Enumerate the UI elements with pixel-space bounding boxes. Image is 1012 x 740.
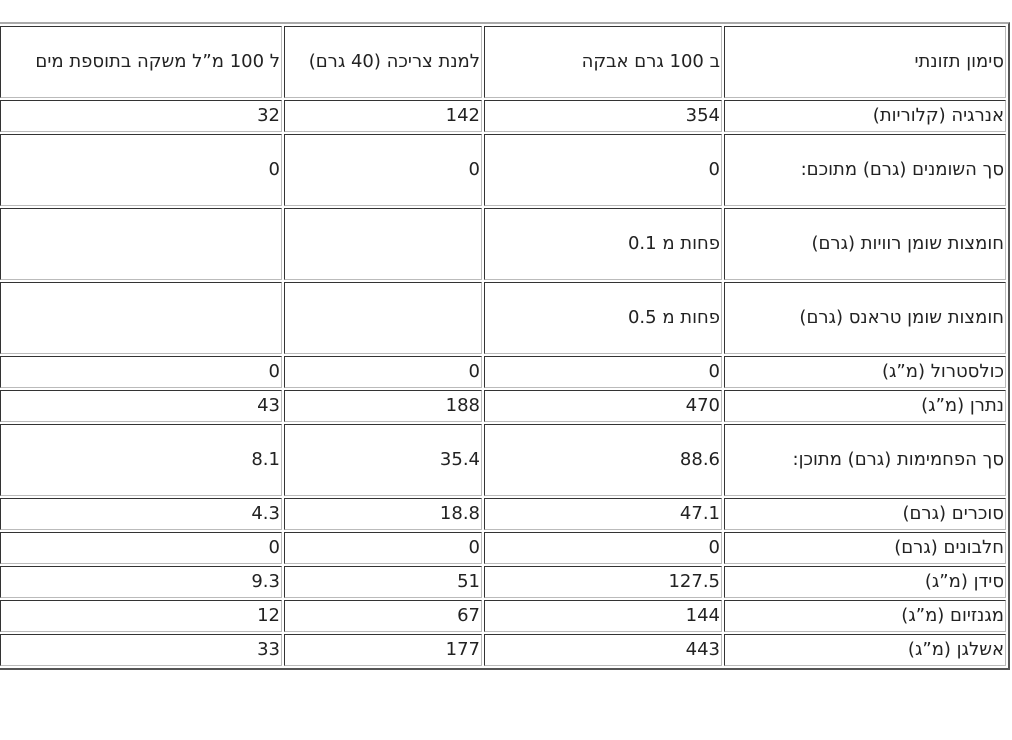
table-row: כולסטרול (מ”ג) 0 0 0 — [0, 356, 1006, 388]
value-cell: 47.1 — [484, 498, 722, 530]
table-body: אנרגיה (קלוריות) 354 142 32 סך השומנים (גרם)… — [0, 100, 1006, 666]
value-cell: 8.1 — [0, 424, 282, 496]
value-cell: פחות מ 0.5 — [484, 282, 722, 354]
value-cell: 0 — [484, 532, 722, 564]
value-cell: 443 — [484, 634, 722, 666]
header-cell: למנת צריכה (40 גרם) — [284, 26, 482, 98]
table-row: סך הפחמימות (גרם) מתוכן: 88.6 35.4 8.1 — [0, 424, 1006, 496]
table-row: סידן (מ”ג) 127.5 51 9.3 — [0, 566, 1006, 598]
row-label: סידן (מ”ג) — [724, 566, 1006, 598]
header-cell: ב 100 גרם אבקה — [484, 26, 722, 98]
table-row: חלבונים (גרם) 0 0 0 — [0, 532, 1006, 564]
value-cell: 67 — [284, 600, 482, 632]
header-cell: סימון תזונתי — [724, 26, 1006, 98]
value-cell: 32 — [0, 100, 282, 132]
table-row: סוכרים (גרם) 47.1 18.8 4.3 — [0, 498, 1006, 530]
table-row: סך השומנים (גרם) מתוכם: 0 0 0 — [0, 134, 1006, 206]
value-cell — [284, 208, 482, 280]
value-cell: 0 — [284, 356, 482, 388]
table-row: נתרן (מ”ג) 470 188 43 — [0, 390, 1006, 422]
value-cell: 127.5 — [484, 566, 722, 598]
row-label: סך השומנים (גרם) מתוכם: — [724, 134, 1006, 206]
header-row: סימון תזונתי ב 100 גרם אבקה למנת צריכה (40… — [0, 26, 1006, 98]
value-cell: 35.4 — [284, 424, 482, 496]
value-cell: 0 — [0, 532, 282, 564]
value-cell: 177 — [284, 634, 482, 666]
value-cell: 470 — [484, 390, 722, 422]
value-cell: 33 — [0, 634, 282, 666]
value-cell: 9.3 — [0, 566, 282, 598]
value-cell: 0 — [284, 532, 482, 564]
value-cell: 0 — [484, 356, 722, 388]
table-row: חומצות שומן רוויות (גרם) פחות מ 0.1 — [0, 208, 1006, 280]
value-cell: 188 — [284, 390, 482, 422]
table-row: חומצות שומן טראנס (גרם) פחות מ 0.5 — [0, 282, 1006, 354]
value-cell: 18.8 — [284, 498, 482, 530]
row-label: חלבונים (גרם) — [724, 532, 1006, 564]
value-cell: 0 — [0, 356, 282, 388]
table-row: אשלגן (מ”ג) 443 177 33 — [0, 634, 1006, 666]
row-label: סוכרים (גרם) — [724, 498, 1006, 530]
row-label: אשלגן (מ”ג) — [724, 634, 1006, 666]
value-cell: 4.3 — [0, 498, 282, 530]
value-cell: 51 — [284, 566, 482, 598]
value-cell: 43 — [0, 390, 282, 422]
value-cell: 0 — [484, 134, 722, 206]
value-cell: פחות מ 0.1 — [484, 208, 722, 280]
value-cell: 0 — [284, 134, 482, 206]
value-cell: 144 — [484, 600, 722, 632]
value-cell: 142 — [284, 100, 482, 132]
row-label: אנרגיה (קלוריות) — [724, 100, 1006, 132]
value-cell: 0 — [0, 134, 282, 206]
header-cell: ל 100 מ”ל משקה בתוספת מים — [0, 26, 282, 98]
nutrition-table: סימון תזונתי ב 100 גרם אבקה למנת צריכה (40… — [0, 22, 1010, 670]
value-cell — [284, 282, 482, 354]
row-label: סך הפחמימות (גרם) מתוכן: — [724, 424, 1006, 496]
row-label: חומצות שומן רוויות (גרם) — [724, 208, 1006, 280]
value-cell: 88.6 — [484, 424, 722, 496]
row-label: נתרן (מ”ג) — [724, 390, 1006, 422]
row-label: מגנזיום (מ”ג) — [724, 600, 1006, 632]
value-cell: 354 — [484, 100, 722, 132]
row-label: כולסטרול (מ”ג) — [724, 356, 1006, 388]
row-label: חומצות שומן טראנס (גרם) — [724, 282, 1006, 354]
value-cell — [0, 282, 282, 354]
value-cell: 12 — [0, 600, 282, 632]
table-row: אנרגיה (קלוריות) 354 142 32 — [0, 100, 1006, 132]
table-row: מגנזיום (מ”ג) 144 67 12 — [0, 600, 1006, 632]
value-cell — [0, 208, 282, 280]
